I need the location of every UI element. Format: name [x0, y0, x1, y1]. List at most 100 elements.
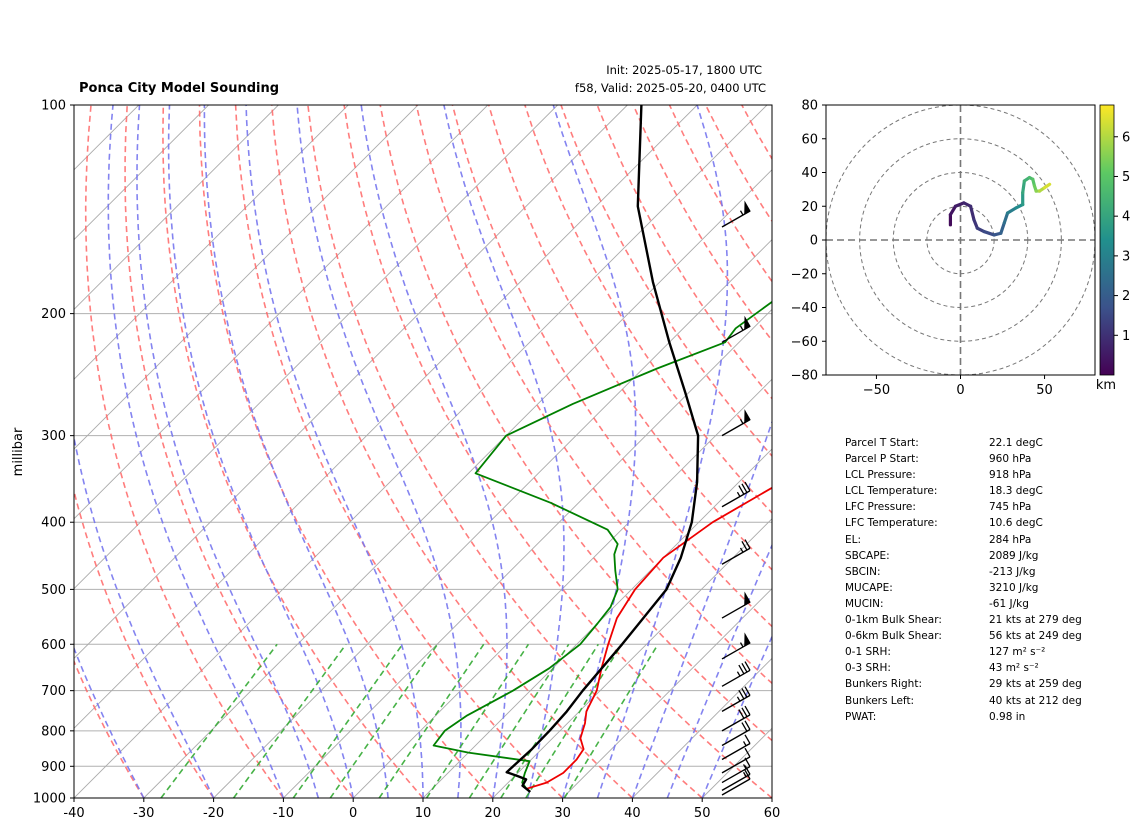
isotherm-line	[74, 105, 279, 311]
y-tick-label: 500	[41, 583, 66, 598]
parameter-label: MUCIN:	[845, 597, 884, 610]
isotherm-line	[213, 238, 772, 798]
mixing-ratio-line	[160, 643, 278, 798]
colorbar	[1099, 104, 1115, 376]
parameter-value: -61 J/kg	[989, 597, 1029, 610]
moist-adiabat	[296, 105, 462, 798]
hodograph-segment	[982, 229, 996, 237]
dry-adiabat	[343, 105, 772, 798]
hodo-y-tick-label: 60	[801, 132, 818, 147]
moist-adiabat	[631, 419, 772, 798]
isotherm-line	[352, 378, 772, 798]
barb-full	[744, 757, 751, 767]
barb-full	[744, 539, 751, 549]
parameter-value: 56 kts at 249 deg	[989, 630, 1082, 643]
colorbar-label: km	[1096, 378, 1116, 393]
wind-barb	[721, 686, 751, 713]
skewt-y-axis: 100 200 300 400 500 600 700 800 900 1000	[33, 99, 74, 807]
wind-barb	[721, 539, 751, 565]
mixing-ratio-line	[425, 643, 530, 798]
y-tick-label: 200	[41, 307, 66, 322]
barb-shaft	[721, 778, 751, 796]
barb-full	[741, 540, 748, 551]
x-tick-label: -10	[273, 806, 294, 821]
isotherm-line	[422, 448, 772, 798]
isotherm-line	[74, 105, 419, 450]
hodograph-segment	[1005, 206, 1018, 215]
hodograph-segment	[1042, 182, 1052, 190]
dry-adiabat	[451, 105, 772, 628]
dry-adiabat	[307, 105, 703, 798]
moist-adiabat	[701, 634, 772, 798]
wind-barb	[721, 632, 751, 660]
barb-shaft	[721, 742, 751, 761]
moist-adiabat	[360, 105, 508, 798]
parameter-label: 0-1 SRH:	[845, 646, 891, 659]
isotherm-line	[74, 105, 558, 590]
x-tick-label: -30	[133, 806, 154, 821]
isotherm-line	[492, 518, 772, 798]
hodo-x-tick-label: −50	[863, 383, 890, 398]
moist-adiabat	[666, 543, 772, 798]
isotherm-line	[283, 308, 772, 798]
barb-flag	[744, 315, 751, 331]
hodograph-axes: −50 0 50 −80 −60 −40 −20 0 20 40 60 80	[791, 99, 1053, 399]
barb-flag	[744, 591, 751, 606]
barb-full	[744, 747, 751, 758]
dry-adiabat	[524, 105, 772, 515]
moist-adiabat	[443, 105, 565, 798]
skewt-frame	[73, 104, 773, 799]
barb-full	[738, 664, 745, 675]
barb-half	[739, 210, 744, 216]
wind-barb	[721, 765, 751, 791]
barb-full	[744, 686, 751, 696]
colorbar-tick-label: 1	[1122, 329, 1130, 344]
parameter-label: LFC Temperature:	[845, 517, 938, 530]
dry-adiabat	[162, 105, 424, 798]
isotherm-line	[143, 169, 772, 798]
barb-half	[739, 325, 744, 331]
colorbar-tick-label: 4	[1122, 210, 1130, 225]
moist-adiabat	[167, 105, 354, 798]
barb-full	[741, 483, 748, 493]
barb-full	[738, 709, 745, 719]
parameter-value: 21 kts at 279 deg	[989, 614, 1082, 627]
hodo-y-tick-label: 20	[801, 200, 818, 215]
wind-barb	[721, 200, 751, 228]
x-tick-label: 40	[624, 806, 641, 821]
mixing-ratio-line	[563, 643, 659, 798]
colorbar-tick-label: 2	[1122, 289, 1130, 304]
parameter-value: 960 hPa	[989, 453, 1032, 466]
valid-time: f58, Valid: 2025-05-20, 0400 UTC	[575, 81, 766, 95]
barb-shaft	[721, 694, 751, 713]
y-axis-label: millibar	[11, 427, 26, 476]
isotherm-line	[74, 105, 628, 660]
moist-adiabat	[552, 105, 637, 798]
y-tick-label: 700	[41, 684, 66, 699]
moist-adiabat	[596, 105, 729, 798]
barb-shaft	[721, 669, 751, 687]
parameter-value: 10.6 degC	[989, 517, 1043, 530]
y-tick-label: 800	[41, 724, 66, 739]
mixing-ratio-line	[525, 643, 623, 798]
parameter-value: 22.1 degC	[989, 437, 1043, 449]
barb-flag	[744, 632, 751, 647]
dry-adiabat	[84, 105, 285, 798]
barb-half	[739, 547, 744, 553]
wind-barb	[721, 705, 751, 732]
wind-barb	[721, 661, 751, 687]
wind-barb	[721, 734, 751, 761]
colorbar-ticks: 1 2 3 4 5 6	[1114, 130, 1130, 344]
dry-adiabat	[124, 105, 354, 798]
skewt-panel: -40 -30 -20 -10 0 10 20 30 40 50 60 100 200 300 400 50…	[11, 99, 780, 822]
barb-shaft	[721, 728, 751, 747]
barb-shaft	[721, 547, 751, 565]
hodograph-segment	[948, 204, 958, 217]
init-time: Init: 2025-05-17, 1800 UTC	[606, 63, 762, 77]
parameter-label: Bunkers Left:	[845, 694, 915, 707]
hodo-y-tick-label: 80	[801, 99, 818, 114]
hodo-y-tick-label: −40	[791, 301, 818, 316]
colorbar-tick-label: 3	[1122, 249, 1130, 264]
barb-shaft	[721, 714, 751, 732]
